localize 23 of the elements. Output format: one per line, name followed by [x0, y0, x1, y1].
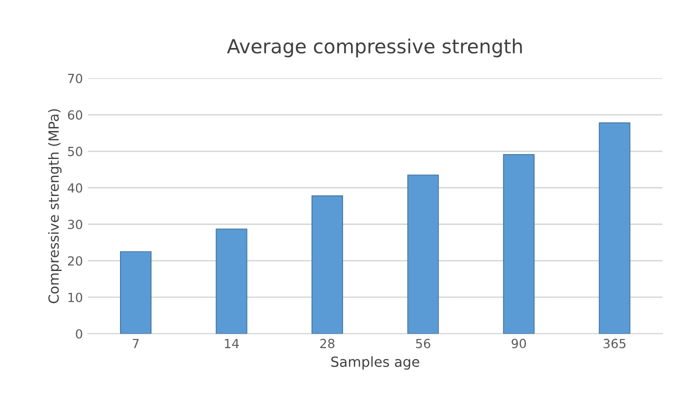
y-tick-label: 70	[68, 74, 82, 84]
bar	[312, 195, 344, 334]
y-tick-label: 0	[76, 329, 82, 339]
x-tick-label: 56	[416, 338, 430, 348]
y-tick-label: 30	[68, 220, 82, 230]
x-tick-label: 90	[512, 338, 526, 348]
bar	[216, 228, 248, 334]
chart-title: Average compressive strength	[227, 38, 522, 58]
x-tick-label: 14	[224, 338, 239, 348]
x-axis-title: Samples age	[331, 356, 420, 370]
y-axis-title: Compressive strength (MPa)	[48, 109, 62, 304]
y-tick-label: 50	[68, 146, 82, 156]
y-tick-label: 10	[68, 292, 82, 302]
y-tick-label: 60	[68, 110, 82, 120]
x-tick-label: 28	[320, 338, 334, 348]
x-tick-label: 7	[132, 338, 139, 348]
x-tick-label: 365	[604, 338, 626, 348]
y-tick-label: 40	[68, 183, 82, 193]
bar	[598, 122, 630, 334]
bar	[120, 251, 152, 334]
y-tick-label: 20	[68, 256, 82, 266]
bar	[503, 154, 535, 334]
bar	[407, 174, 439, 334]
